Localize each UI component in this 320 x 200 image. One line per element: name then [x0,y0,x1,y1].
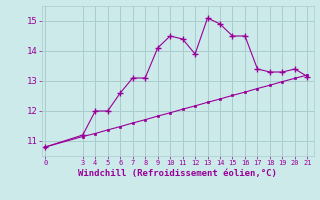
X-axis label: Windchill (Refroidissement éolien,°C): Windchill (Refroidissement éolien,°C) [78,169,277,178]
